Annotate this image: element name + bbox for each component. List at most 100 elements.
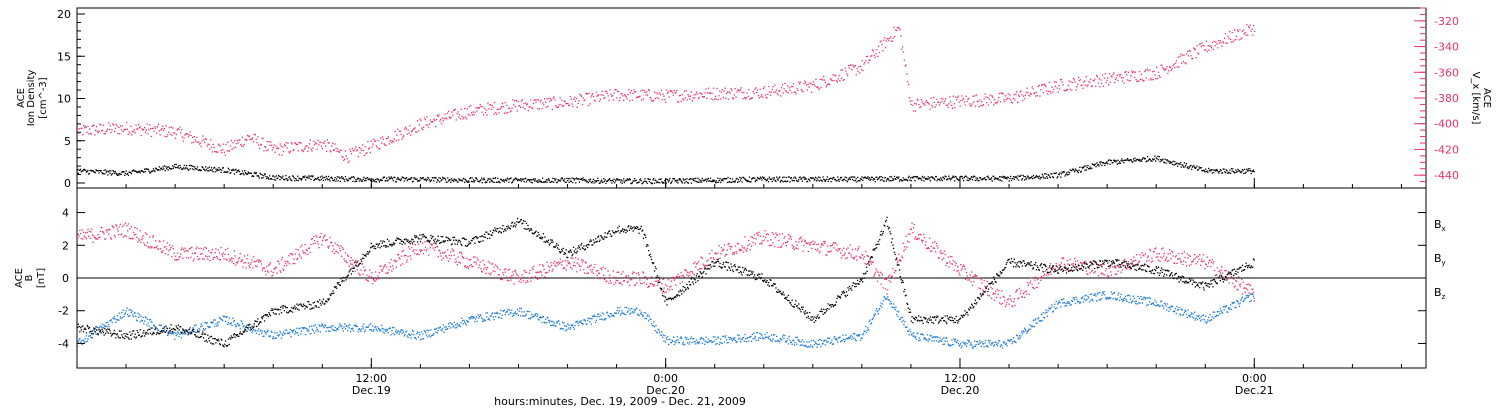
data-point [129,171,131,173]
data-point [647,178,649,180]
data-point [131,134,133,136]
data-point [149,319,152,321]
data-point [1003,296,1005,298]
data-point [290,141,293,144]
data-point [100,226,102,229]
data-point [141,170,144,172]
data-point [1009,94,1011,96]
data-point [324,176,326,179]
data-point [218,258,220,261]
data-point [470,104,472,107]
data-point [1212,263,1214,265]
data-point [863,177,865,179]
data-point [119,133,121,135]
data-point [464,264,467,267]
data-point [259,143,262,145]
data-point [525,177,527,179]
data-point [333,252,336,255]
data-point [183,137,185,139]
data-point [961,267,963,270]
data-point [124,313,126,315]
data-point [414,127,416,129]
data-point [860,257,862,259]
data-point [175,259,177,261]
data-point [951,107,954,109]
data-point [227,167,230,169]
data-point [144,320,146,322]
data-point [909,228,912,230]
data-point [89,237,91,239]
data-point [147,322,149,324]
data-point [968,179,970,182]
data-point [789,89,791,92]
data-point [1107,275,1109,277]
data-point [398,130,401,132]
data-point [768,91,771,93]
data-point [677,101,680,103]
data-point [868,59,870,61]
data-point [793,180,795,182]
data-point [188,257,190,259]
data-point [576,106,578,108]
data-point [399,130,402,132]
data-point [860,178,862,180]
data-point [222,255,224,257]
data-point [172,248,174,250]
data-point [163,168,165,170]
data-point [557,179,559,181]
data-point [1100,161,1102,163]
data-point [298,177,300,179]
data-point [1152,158,1154,160]
data-point [1193,165,1195,167]
data-point [952,175,954,177]
data-point [771,88,773,91]
data-point [113,172,116,175]
data-point [1190,263,1192,266]
data-point [514,106,517,108]
data-point [374,140,376,142]
data-point [217,143,220,145]
data-point [625,96,627,98]
data-point [985,96,987,98]
data-point [887,178,890,180]
data-point [498,180,500,183]
data-point [729,248,731,250]
data-point [343,258,345,260]
data-point [112,123,114,125]
data-point [757,177,759,180]
data-point [319,236,322,238]
data-point [111,225,113,227]
data-point [894,177,896,180]
data-point [392,141,395,143]
data-point [459,118,462,120]
data-point [311,176,313,178]
data-point [1044,270,1046,272]
data-point [148,325,150,327]
data-point [212,258,214,260]
data-point [751,97,753,99]
data-point [472,256,475,258]
data-point [1058,264,1060,267]
data-point [712,257,714,259]
data-point [735,250,737,253]
data-point [369,152,371,154]
data-point [1117,270,1119,272]
data-point [630,182,632,184]
data-point [447,180,450,182]
data-point [689,271,692,273]
data-point [297,175,299,177]
data-point [1005,304,1007,306]
data-point [437,115,439,118]
data-point [823,75,825,78]
data-point [898,180,901,182]
data-point [772,177,774,179]
data-point [1191,166,1194,168]
data-point [94,328,96,330]
data-point [119,173,121,175]
data-point [110,131,112,134]
data-point [295,178,297,180]
data-point [816,86,818,88]
data-point [589,178,592,180]
data-point [722,96,724,99]
data-point [633,271,635,274]
